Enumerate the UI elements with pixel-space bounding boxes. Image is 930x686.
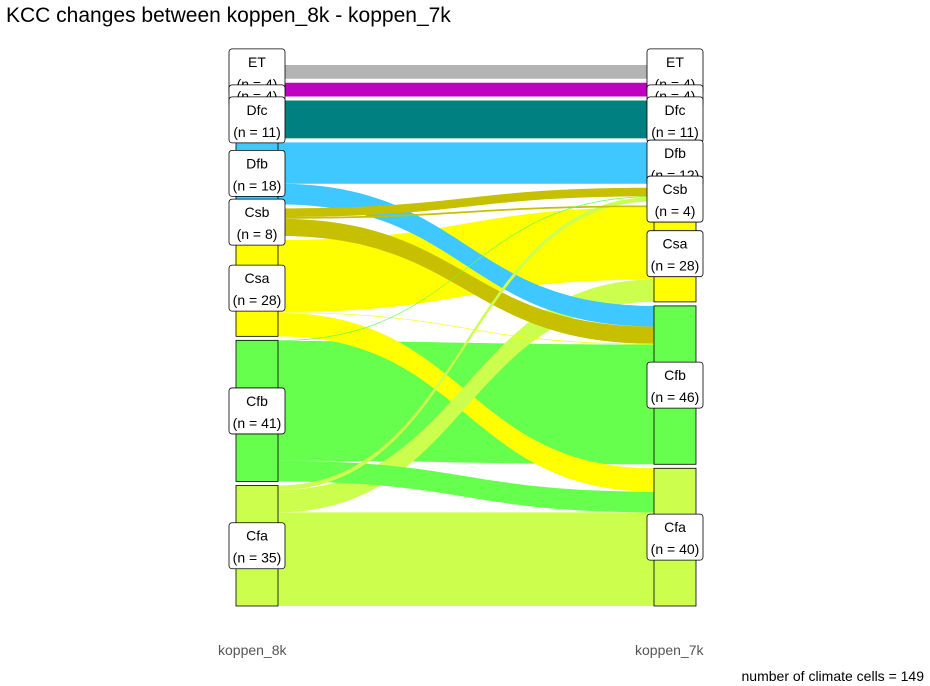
label-layer: ET(n = 4)(n = 4)Dfc(n = 11)Dfb(n = 18)Cs… xyxy=(228,48,704,570)
node-name-label: ET xyxy=(666,54,684,70)
node-name-label: Csb xyxy=(245,204,270,220)
left-label-cfa: Cfa (n = 35) xyxy=(228,522,286,570)
node-count-label: (n = 41) xyxy=(233,415,282,431)
flow-et-to-et xyxy=(278,65,654,79)
label-box xyxy=(646,361,704,409)
flow-dfb-to-dfb xyxy=(278,142,654,184)
flow-cfb-to-csb xyxy=(278,196,654,342)
node-name-label: Cfa xyxy=(664,519,686,535)
axis-label-left: koppen_8k xyxy=(218,642,287,658)
flow-csa-to-cfb xyxy=(278,312,654,345)
axis-label-right: koppen_7k xyxy=(635,642,704,658)
flow-csb-to-csb xyxy=(278,187,654,217)
node-count-label: (n = 8) xyxy=(237,226,278,242)
flow-cfb-to-cfa xyxy=(278,460,654,513)
left-label-dfb: Dfb (n = 18) xyxy=(228,150,286,197)
node-count-label: (n = 4) xyxy=(655,203,696,219)
node-name-label: Csa xyxy=(663,236,688,252)
label-box xyxy=(228,387,286,435)
node-count-label: (n = 11) xyxy=(233,124,281,140)
label-box xyxy=(228,96,286,144)
flow-layer xyxy=(278,65,654,606)
label-box xyxy=(228,264,286,312)
flow-dfc-to-dfc xyxy=(278,100,654,139)
node-name-label: Cfa xyxy=(246,528,268,544)
right-label-csb: Csb (n = 4) xyxy=(646,175,704,223)
left-label-cfb: Cfb (n = 41) xyxy=(228,387,286,435)
node-name-label: Dfb xyxy=(246,155,268,171)
node-name-label: Dfb xyxy=(664,145,686,161)
right-label-cfa: Cfa (n = 40) xyxy=(646,513,704,561)
flow-csb-to-csa xyxy=(278,205,654,219)
node-name-label: Cfb xyxy=(246,393,268,409)
total-caption: number of climate cells = 149 xyxy=(741,668,924,684)
node-name-label: Cfb xyxy=(664,367,686,383)
flow-cfa-to-csb xyxy=(278,197,654,490)
label-box xyxy=(228,198,286,246)
right-label-dfc: Dfc (n = 11) xyxy=(646,96,704,144)
left-label-dfc: Dfc (n = 11) xyxy=(228,96,286,144)
label-box xyxy=(228,150,286,197)
node-count-label: (n = 28) xyxy=(233,292,282,308)
node-name-label: Dfc xyxy=(247,102,268,118)
flow-csb-to-cfb xyxy=(278,218,654,344)
right-label-csa: Csa (n = 28) xyxy=(646,230,704,278)
left-label-csb: Csb (n = 8) xyxy=(228,198,286,246)
node-count-label: (n = 46) xyxy=(651,389,700,405)
flow-cfa-to-csa xyxy=(278,279,654,513)
flow-cfa-to-cfa xyxy=(278,512,654,606)
node-count-label: (n = 18) xyxy=(233,177,282,193)
label-box xyxy=(646,175,704,223)
label-box xyxy=(646,230,704,278)
flow-dfc-dark-to-dfc-dark xyxy=(278,82,654,97)
node-count-label: (n = 35) xyxy=(233,550,282,566)
label-box xyxy=(228,522,286,570)
right-label-cfb: Cfb (n = 46) xyxy=(646,361,704,409)
flow-dfb-to-cfb xyxy=(278,183,654,327)
node-name-label: Csa xyxy=(245,270,270,286)
node-name-label: Csb xyxy=(663,181,688,197)
node-name-label: Dfc xyxy=(665,102,686,118)
label-box xyxy=(646,513,704,561)
node-count-label: (n = 28) xyxy=(651,258,700,274)
chart-title: KCC changes between koppen_8k - koppen_7… xyxy=(6,4,451,27)
node-count-label: (n = 40) xyxy=(651,541,700,557)
left-label-csa: Csa (n = 28) xyxy=(228,264,286,312)
node-name-label: ET xyxy=(248,54,266,70)
node-count-label: (n = 11) xyxy=(651,124,699,140)
